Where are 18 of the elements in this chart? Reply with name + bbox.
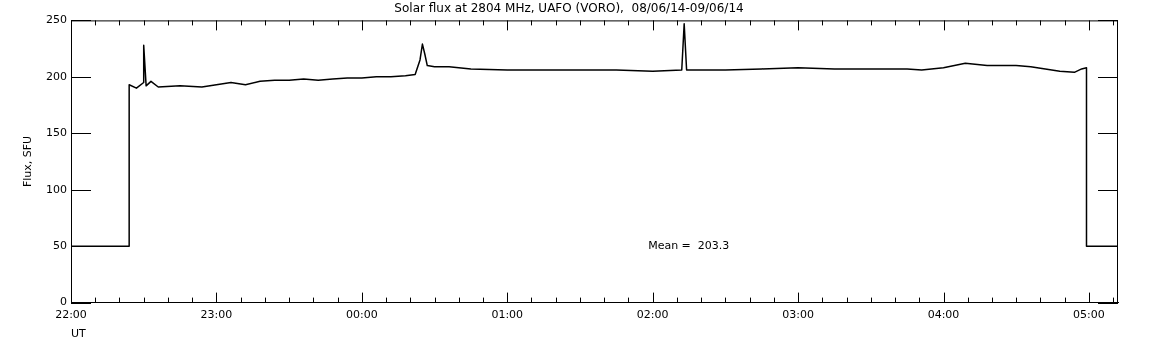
x-tick-label: 01:00 [491,308,524,322]
y-axis-title: Flux, SFU [21,135,35,188]
x-tick-label: 05:00 [1073,308,1105,322]
y-tick-label: 200 [46,69,67,83]
annotation: Mean = 203.3 [648,239,730,253]
y-tick-label: 250 [46,13,67,27]
y-tick-label: 150 [46,126,67,140]
x-tick-label: 03:00 [782,308,814,322]
y-tick-label: 50 [53,239,67,253]
x-tick-label: 04:00 [927,308,960,322]
x-tick-label: 22:00 [55,308,87,322]
y-tick-label: 100 [46,182,67,196]
y-tick-label: 0 [60,295,67,309]
x-axis-title: UT [71,327,87,341]
x-tick-label: 00:00 [345,308,378,322]
x-tick-label: 23:00 [200,308,233,322]
chart-title: Solar flux at 2804 MHz, UAFO (VORO), 08/06/14-09/06/14 [394,1,744,16]
x-tick-label: 02:00 [636,308,669,322]
